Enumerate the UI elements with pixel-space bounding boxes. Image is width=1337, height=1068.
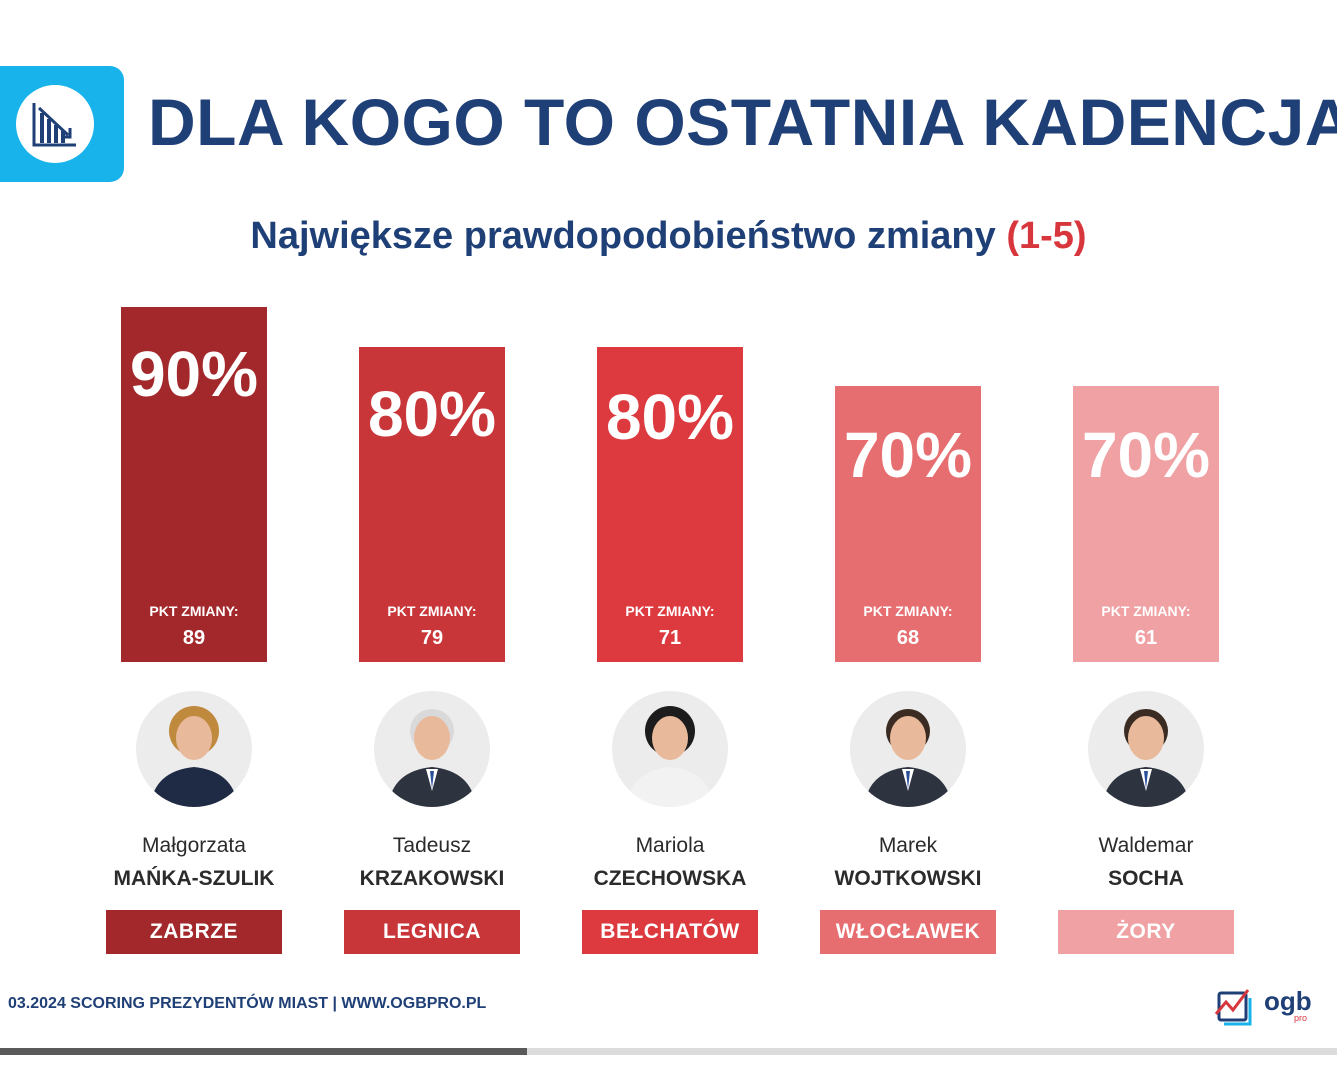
woman-portrait-icon: [150, 706, 238, 807]
pkt-value: 79: [420, 627, 444, 649]
man-portrait-icon: [388, 709, 476, 807]
logo-text: ogb: [1264, 986, 1312, 1016]
man-portrait-icon: [1102, 709, 1190, 807]
candidate-first-name: Marek: [878, 834, 938, 857]
subtitle-text: Największe prawdopodobieństwo zmiany: [250, 215, 996, 257]
icon-circle: [16, 85, 94, 163]
progress-track: [0, 1048, 1337, 1055]
logo-sub: pro: [1294, 1013, 1308, 1023]
page-title: DLA KOGO TO OSTATNIA KADENCJA?: [148, 85, 1337, 159]
city-badge: BEŁCHATÓW: [582, 910, 758, 954]
pkt-label: PKT ZMIANY:: [149, 603, 239, 619]
bar-value-label: 90%: [129, 338, 259, 410]
city-badge: WŁOCŁAWEK: [820, 910, 996, 954]
pkt-value: 68: [896, 627, 920, 649]
candidate-first-name: Małgorzata: [142, 834, 246, 857]
candidate-avatar: [374, 691, 490, 807]
bar-1: 90% PKT ZMIANY: 89: [121, 307, 267, 662]
pkt-value: 61: [1134, 627, 1158, 649]
bar-value-label: 80%: [605, 381, 735, 453]
ogb-logo-icon: [1214, 989, 1252, 1026]
pkt-value: 89: [182, 627, 206, 649]
candidate-avatar: [612, 691, 728, 807]
city-badge: ZABRZE: [106, 910, 282, 954]
bar-value-label: 70%: [843, 419, 973, 491]
pkt-value: 71: [658, 627, 682, 649]
candidate-avatar: [136, 691, 252, 807]
bar-4: 70% PKT ZMIANY: 68: [835, 386, 981, 662]
subtitle-range: (1-5): [1006, 215, 1087, 257]
bar-2: 80% PKT ZMIANY: 79: [359, 347, 505, 662]
pkt-label: PKT ZMIANY:: [625, 603, 715, 619]
candidate-first-name: Mariola: [635, 834, 705, 857]
candidate-last-name: CZECHOWSKA: [593, 867, 747, 890]
candidate-last-name: KRZAKOWSKI: [359, 867, 505, 890]
header-icon-box: [0, 66, 124, 182]
pkt-label: PKT ZMIANY:: [387, 603, 477, 619]
chart-subtitle: Największe prawdopodobieństwo zmiany (1-…: [0, 214, 1337, 258]
city-badge: ŻORY: [1058, 910, 1234, 954]
chart-down-icon: [32, 103, 76, 147]
bar-5: 70% PKT ZMIANY: 61: [1073, 386, 1219, 662]
candidate-avatar: [850, 691, 966, 807]
footer-source: 03.2024 SCORING PREZYDENTÓW MIAST | WWW.…: [8, 995, 487, 1012]
candidate-first-name: Tadeusz: [392, 834, 472, 857]
pkt-label: PKT ZMIANY:: [1101, 603, 1191, 619]
candidate-last-name: MAŃKA-SZULIK: [113, 867, 275, 890]
candidate-last-name: SOCHA: [1108, 867, 1184, 890]
progress-fill: [0, 1048, 527, 1055]
candidate-last-name: WOJTKOWSKI: [834, 867, 982, 890]
bar-3: 80% PKT ZMIANY: 71: [597, 347, 743, 662]
ogb-logo: ogb pro: [1214, 982, 1314, 1028]
woman-portrait-icon: [626, 706, 714, 807]
bar-value-label: 70%: [1081, 419, 1211, 491]
bar-value-label: 80%: [367, 378, 497, 450]
man-portrait-icon: [864, 709, 952, 807]
pkt-label: PKT ZMIANY:: [863, 603, 953, 619]
candidate-first-name: Waldemar: [1098, 834, 1194, 857]
city-badge: LEGNICA: [344, 910, 520, 954]
candidate-avatar: [1088, 691, 1204, 807]
